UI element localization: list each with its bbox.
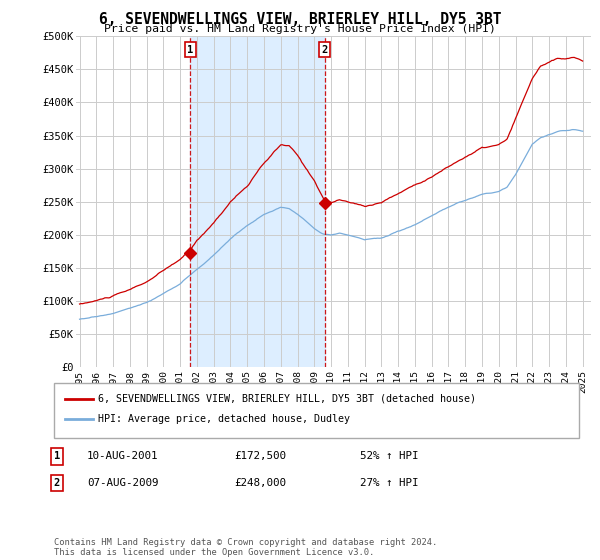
Text: 07-AUG-2009: 07-AUG-2009 [87, 478, 158, 488]
Text: £248,000: £248,000 [234, 478, 286, 488]
Text: 6, SEVENDWELLINGS VIEW, BRIERLEY HILL, DY5 3BT: 6, SEVENDWELLINGS VIEW, BRIERLEY HILL, D… [99, 12, 501, 27]
Text: £172,500: £172,500 [234, 451, 286, 461]
Text: Contains HM Land Registry data © Crown copyright and database right 2024.
This d: Contains HM Land Registry data © Crown c… [54, 538, 437, 557]
Text: Price paid vs. HM Land Registry's House Price Index (HPI): Price paid vs. HM Land Registry's House … [104, 24, 496, 34]
Text: 1: 1 [187, 45, 194, 55]
Text: 10-AUG-2001: 10-AUG-2001 [87, 451, 158, 461]
Text: 52% ↑ HPI: 52% ↑ HPI [360, 451, 419, 461]
Text: 27% ↑ HPI: 27% ↑ HPI [360, 478, 419, 488]
Text: 1: 1 [54, 451, 60, 461]
Text: 6, SEVENDWELLINGS VIEW, BRIERLEY HILL, DY5 3BT (detached house): 6, SEVENDWELLINGS VIEW, BRIERLEY HILL, D… [98, 394, 476, 404]
Text: 2: 2 [322, 45, 328, 55]
Bar [190, 36, 325, 367]
Text: 2: 2 [54, 478, 60, 488]
Text: HPI: Average price, detached house, Dudley: HPI: Average price, detached house, Dudl… [98, 414, 350, 424]
